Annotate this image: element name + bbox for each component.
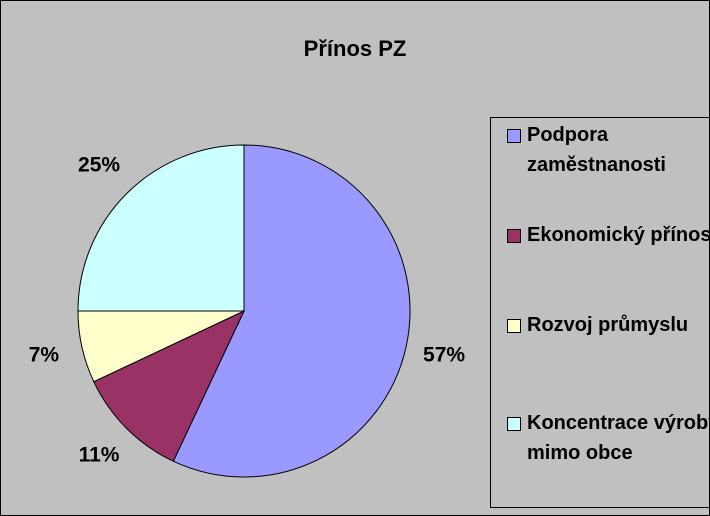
legend-swatch: [507, 417, 521, 431]
legend-box: [490, 117, 710, 508]
chart-title: Přínos PZ: [304, 36, 407, 61]
legend-item: Rozvoj průmyslu: [507, 310, 710, 340]
legend-swatch: [507, 129, 521, 143]
legend-label: Koncentrace výroby mimo obce: [527, 412, 710, 464]
data-label: 25%: [78, 154, 120, 177]
data-label: 11%: [79, 444, 120, 467]
legend-item: Ekonomický přínos: [507, 220, 710, 250]
pie-slice: [93, 309, 246, 462]
legend-item: Koncentrace výroby mimo obce: [507, 408, 710, 468]
legend-swatch: [507, 229, 521, 243]
legend: Podpora zaměstnanosti Ekonomický přínos Ro…: [491, 118, 710, 507]
pie-slice: [172, 144, 411, 478]
legend-label: Ekonomický přínos: [527, 224, 710, 246]
legend-label: Podpora zaměstnanosti: [527, 124, 666, 176]
pie-slice: [77, 144, 245, 312]
data-label: 57%: [423, 343, 465, 366]
data-label: 7%: [29, 343, 60, 366]
legend-label: Rozvoj průmyslu: [527, 314, 689, 336]
legend-swatch: [507, 319, 521, 333]
legend-item: Podpora zaměstnanosti: [507, 120, 710, 180]
